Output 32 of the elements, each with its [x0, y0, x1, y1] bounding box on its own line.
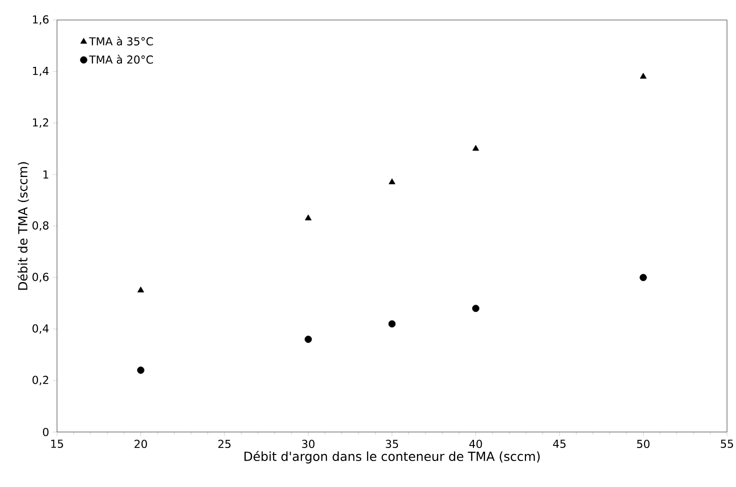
- y-tick-label: 1: [43, 170, 48, 178]
- y-tick-label: 0,6: [32, 272, 49, 282]
- y-tick-label: 0,2: [32, 376, 48, 386]
- x-tick-label: 15: [51, 440, 64, 448]
- legend-label: TMA à 35°C: [89, 36, 153, 46]
- point: [304, 214, 312, 220]
- point: [472, 144, 480, 151]
- point: [388, 178, 396, 184]
- y-tick-label: 1,4: [33, 66, 49, 76]
- legend-label: TMA à 20°C: [89, 54, 153, 64]
- y-axis-title: Débit de TMA (sccm): [17, 162, 29, 290]
- x-tick-label: 20: [134, 440, 147, 448]
- x-tick-label: 35: [386, 440, 398, 448]
- point: [137, 366, 144, 374]
- point: [640, 72, 647, 79]
- x-tick-label: 25: [218, 440, 231, 448]
- y-tick-label: 1,6: [33, 15, 49, 25]
- point: [640, 274, 647, 282]
- point: [304, 336, 312, 343]
- point: [137, 286, 144, 292]
- x-tick-label: 30: [302, 440, 314, 448]
- y-tick-label: 1,2: [33, 118, 48, 128]
- point: [388, 320, 396, 328]
- y-tick-label: 0,8: [32, 221, 48, 231]
- x-tick-label: 55: [720, 440, 734, 448]
- point: [472, 304, 480, 312]
- x-tick-label: 40: [469, 440, 482, 448]
- x-tick-label: 45: [553, 440, 566, 448]
- y-tick-label: 0,4: [32, 324, 49, 334]
- x-tick-label: 50: [637, 440, 650, 448]
- y-tick-label: 0: [42, 428, 48, 436]
- x-axis-title: Débit d'argon dans le conteneur de TMA (sccm): [244, 450, 540, 464]
